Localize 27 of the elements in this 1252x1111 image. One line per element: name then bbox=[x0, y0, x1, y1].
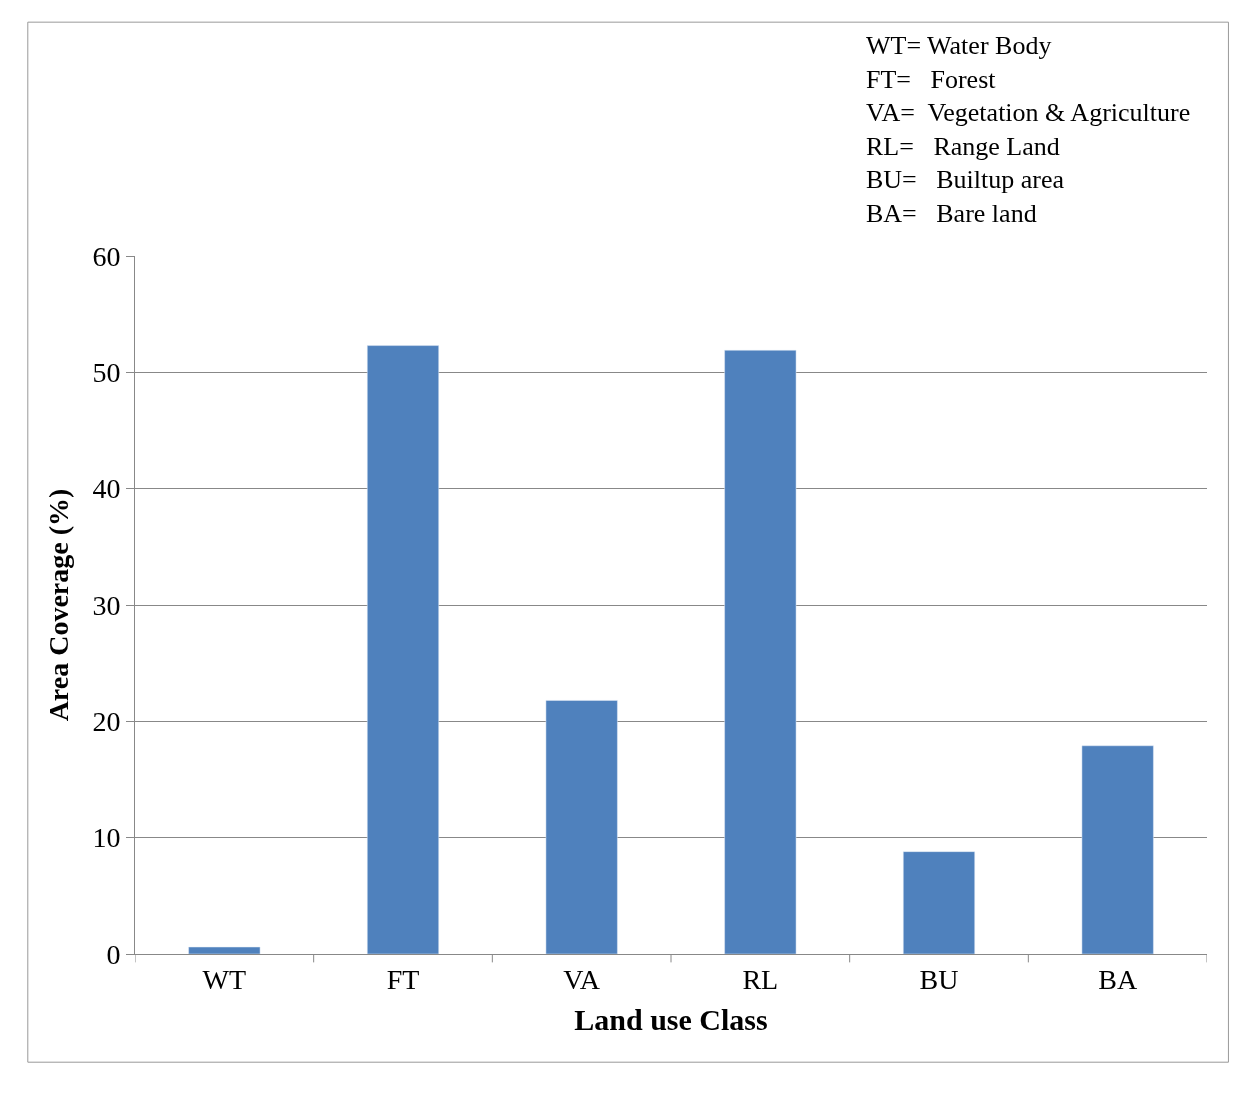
bar bbox=[1081, 745, 1154, 954]
bar bbox=[903, 851, 975, 954]
y-tick-label: 50 bbox=[92, 357, 121, 389]
text: RL= Range Land bbox=[866, 132, 1060, 161]
y-axis-title: Area Coverage (%) bbox=[43, 488, 75, 722]
bar bbox=[188, 946, 261, 954]
text: BU= Builtup area bbox=[866, 165, 1065, 194]
y-tick-label: 0 bbox=[106, 938, 121, 970]
bar bbox=[367, 345, 439, 954]
text: BA= Bare land bbox=[866, 199, 1037, 228]
x-tick-label: BU bbox=[919, 963, 959, 995]
y-tick-label: 20 bbox=[92, 706, 121, 738]
bar bbox=[724, 349, 797, 954]
y-tick-label: 10 bbox=[92, 822, 121, 854]
text: VA= Vegetation & Agriculture bbox=[866, 98, 1191, 127]
x-tick-label: RL bbox=[742, 963, 779, 995]
text: FT= Forest bbox=[866, 65, 997, 94]
text: WT= Water Body bbox=[866, 31, 1052, 60]
y-tick-label: 60 bbox=[92, 240, 121, 272]
y-tick-label: 40 bbox=[92, 473, 121, 505]
x-tick-label: VA bbox=[563, 963, 601, 995]
x-tick-label: FT bbox=[386, 963, 420, 995]
x-tick-label: BA bbox=[1098, 963, 1138, 995]
y-tick-label: 30 bbox=[92, 589, 121, 621]
x-axis-title: Land use Class bbox=[574, 1003, 768, 1037]
x-tick-label: WT bbox=[202, 963, 247, 995]
bar bbox=[545, 700, 618, 954]
